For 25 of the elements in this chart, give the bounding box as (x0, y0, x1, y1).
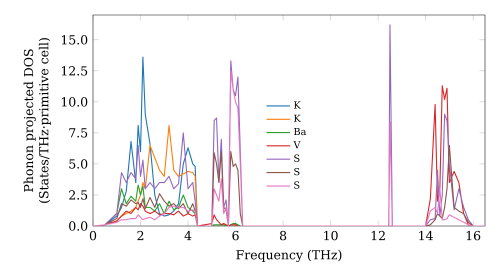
legend-label: K (294, 101, 301, 108)
legend-label: Ba (294, 128, 306, 136)
y-tick-label: 7.5 (69, 128, 88, 138)
y-tick-label: 10.0 (62, 97, 88, 107)
x-tick-label: 10 (324, 230, 338, 240)
legend-label: S (294, 154, 300, 162)
legend-label: S (294, 168, 300, 176)
y-tick-label: 15.0 (62, 35, 88, 45)
legend-label: V (293, 141, 301, 148)
x-axis-title: Frequency (THz) (236, 250, 342, 262)
y-tick-label: 12.5 (62, 66, 88, 76)
x-tick-label: 14 (419, 230, 433, 240)
x-tick-label: 12 (372, 230, 385, 240)
x-tick-label: 4 (184, 230, 192, 240)
y-axis-title: Phonon projected DOS (States/THz·primitive cell) (24, 38, 51, 203)
x-tick-label: 2 (137, 230, 144, 240)
y-tick-label: 2.5 (69, 190, 88, 200)
legend-label: K (294, 114, 301, 122)
y-tick-label: 5.0 (69, 159, 88, 169)
y-tick-label: 0.0 (69, 221, 88, 231)
legend-label: S (294, 181, 300, 189)
x-tick-label: 6 (232, 230, 239, 240)
x-tick-label: 8 (280, 230, 286, 240)
x-tick-label: 0 (90, 230, 96, 240)
x-tick-label: 16 (466, 230, 480, 240)
